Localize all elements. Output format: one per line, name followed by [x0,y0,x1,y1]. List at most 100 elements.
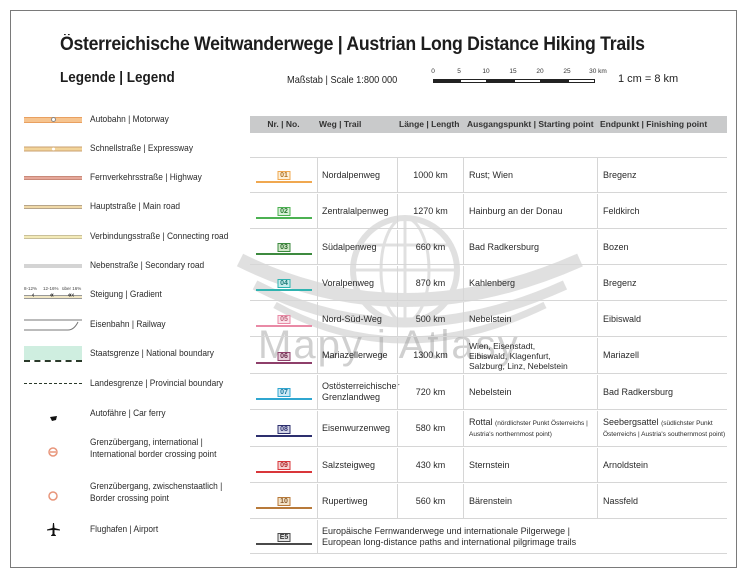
airport-icon [24,523,82,537]
trail-end: Seebergsattel (südlichster Punkt Österre… [597,411,727,446]
legend-label: Autofähre | Car ferry [90,408,166,419]
trail-start: Sternstein [463,448,597,482]
scale-tick: 25 [563,68,571,75]
gradient-symbol-icon: 8-12% 12-16% über 16% ‹ « «‹ [24,286,82,299]
trail-end: Eibiswald [597,302,727,336]
trail-name: Rupertiweg [317,484,397,518]
international-crossing-icon [24,444,82,457]
scale-segment-light [460,79,487,83]
trail-start: Hainburg an der Donau [463,194,597,228]
legend-label: Schnellstraße | Expressway [90,143,194,154]
scale-bar: 0 5 10 15 20 25 30 km [431,68,610,86]
legend-label: Grenzübergang, international | Internati… [90,437,217,460]
trail-start-note: (nördlichster Punkt Österreichs | Austri… [469,420,588,438]
trail-05-icon: 05 [256,309,312,329]
legend-label: Fernverkehrsstraße | Highway [90,172,202,183]
trail-10-icon: 10 [256,491,312,511]
table-row: 05 Nord-Süd-Weg 500 km Nebelstein Eibisw… [250,302,727,337]
trail-name: Salzsteigweg [317,448,397,482]
trail-09-icon: 09 [256,455,312,475]
trail-end-note: (südlichster Punkt Österreichs | Austria… [603,420,726,438]
table-row: 01 Nordalpenweg 1000 km Rust; Wien Brege… [250,157,727,193]
secondary-road-symbol-icon [24,264,82,268]
expressway-symbol-icon [24,146,82,152]
trail-length: 560 km [397,484,463,518]
trail-name: Eisenwurzenweg [317,411,397,446]
trail-start: Nebelstein [463,375,597,409]
legend-item-border-crossing: Grenzübergang, zwischenstaatlich | Borde… [24,476,244,510]
scale-tick: 15 [509,68,517,75]
trail-start: Wien, Eisenstadt, Eibiswald, Klagenfurt,… [463,338,597,373]
trail-end: Bozen [597,230,727,264]
trail-length: 1000 km [397,158,463,192]
trail-name: Nord-Süd-Weg [317,302,397,336]
trail-length: 1270 km [397,194,463,228]
car-ferry-icon [24,410,82,421]
trail-08-icon: 08 [256,419,312,439]
legend-item-gradient: 8-12% 12-16% über 16% ‹ « «‹ Steigung | … [24,285,244,305]
column-header-start: Ausgangspunkt | Starting point [467,119,594,129]
trail-length: 870 km [397,266,463,300]
legend-label: Grenzübergang, zwischenstaatlich | Borde… [90,481,223,504]
legend-item-international-crossing: Grenzübergang, international | Internati… [24,432,244,466]
legend-heading: Legende | Legend [60,69,175,86]
table-row: 10 Rupertiweg 560 km Bärenstein Nassfeld [250,484,727,519]
trail-length: 430 km [397,448,463,482]
trail-length: 660 km [397,230,463,264]
scale-tick: 10 [482,68,490,75]
legend-label: Autobahn | Motorway [90,114,169,125]
legend-item-railway: Eisenbahn | Railway [24,315,244,335]
trail-start: Rust; Wien [463,158,597,192]
provincial-boundary-symbol-icon [24,383,82,385]
trail-07-icon: 07 [256,382,312,402]
trail-name: Zentralalpenweg [317,194,397,228]
scale-segment-light [514,79,541,83]
trail-04-icon: 04 [256,273,312,293]
trail-end: Nassfeld [597,484,727,518]
legend-item-provincial-boundary: Landesgrenze | Provincial boundary [24,374,244,394]
scale-tick: 30 km [589,68,607,75]
page-title: Österreichische Weitwanderwege | Austria… [60,34,645,55]
trail-name: Nordalpenweg [317,158,397,192]
legend-label: Steigung | Gradient [90,289,162,300]
column-header-trail: Weg | Trail [319,119,362,129]
legend-item-car-ferry: Autofähre | Car ferry [24,404,244,424]
border-crossing-icon [24,488,82,501]
european-trails-description: Europäische Fernwanderwege und internati… [317,520,727,553]
scale-tick: 0 [431,68,435,75]
legend-item-connecting-road: Verbindungsstraße | Connecting road [24,227,244,247]
legend-label: Landesgrenze | Provincial boundary [90,378,224,389]
trail-start: Kahlenberg [463,266,597,300]
trail-e5-icon: E5 [256,527,312,547]
scale-segment-dark [487,79,514,83]
scale-tick: 20 [536,68,544,75]
trail-end: Bregenz [597,158,727,192]
column-header-no: Nr. | No. [267,119,300,129]
trail-end: Feldkirch [597,194,727,228]
trail-length: 720 km [397,375,463,409]
motorway-symbol-icon [24,117,82,123]
column-header-end: Endpunkt | Finishing point [600,119,708,129]
national-boundary-symbol-icon [24,346,82,362]
trail-03-icon: 03 [256,237,312,257]
scale-label: Maßstab | Scale 1:800 000 [287,74,398,86]
legend-frame [10,10,737,568]
scale-equivalence: 1 cm = 8 km [618,73,679,85]
trail-end: Bad Radkersburg [597,375,727,409]
trail-name: Voralpenweg [317,266,397,300]
trail-length: 1300 km [397,338,463,373]
scale-segment-dark [433,79,460,83]
trail-end: Mariazell [597,338,727,373]
legend-item-secondary-road: Nebenstraße | Secondary road [24,256,244,276]
trail-name: Ostösterreichischer Grenzlandweg [317,375,400,409]
legend-label: Staatsgrenze | National boundary [90,348,214,359]
trail-start: Nebelstein [463,302,597,336]
table-row: 07 Ostösterreichischer Grenzlandweg 720 … [250,375,727,410]
trail-length: 500 km [397,302,463,336]
trail-02-icon: 02 [256,201,312,221]
legend-item-highway: Fernverkehrsstraße | Highway [24,168,244,188]
trail-start: Bad Radkersburg [463,230,597,264]
table-header: Nr. | No. Weg | Trail Länge | Length Aus… [250,116,727,133]
trail-01-icon: 01 [256,165,312,185]
table-row: 04 Voralpenweg 870 km Kahlenberg Bregenz [250,266,727,301]
